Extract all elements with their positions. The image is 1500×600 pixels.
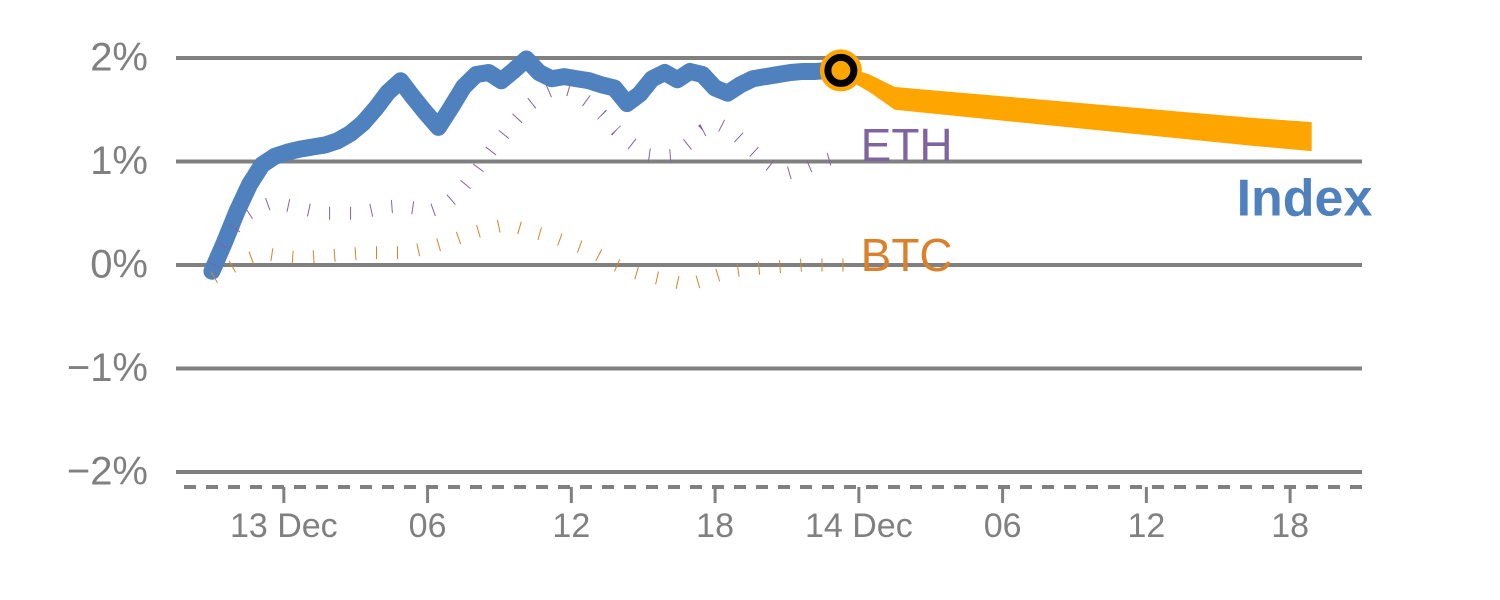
eth-label: ETH [861,119,953,171]
x-tick-label: 13 Dec [230,507,338,545]
series-line-index [203,50,850,280]
series-forecast-band [840,65,1312,152]
index-label: Index [1237,170,1373,228]
series-group [203,50,1312,292]
y-tick-label: −1% [67,346,148,390]
current-value-marker[interactable] [824,53,858,87]
x-axis-group: 13 Dec 06 12 18 14 Dec 06 12 18 [184,485,1362,545]
y-tick-label: 0% [90,243,148,287]
x-tick-label: 18 [1271,507,1309,545]
annotations-group: ETH BTC Index [861,119,1373,281]
y-tick-label: 2% [90,36,148,80]
y-axis-labels-group: 2% 1% 0% −1% −2% [67,36,148,494]
x-tick-label: 12 [1127,507,1165,545]
y-tick-label: −2% [67,450,148,494]
x-tick-label: 18 [696,507,734,545]
x-tick-label: 06 [984,507,1022,545]
series-line-eth [207,80,848,268]
x-tick-label: 14 Dec [805,507,913,545]
series-line-btc [210,219,847,292]
x-tick-label: 12 [552,507,590,545]
y-tick-label: 1% [90,139,148,183]
markers-group [819,49,862,92]
x-tick-label: 06 [409,507,447,545]
gridlines-group [176,56,1362,474]
btc-label: BTC [861,229,953,281]
